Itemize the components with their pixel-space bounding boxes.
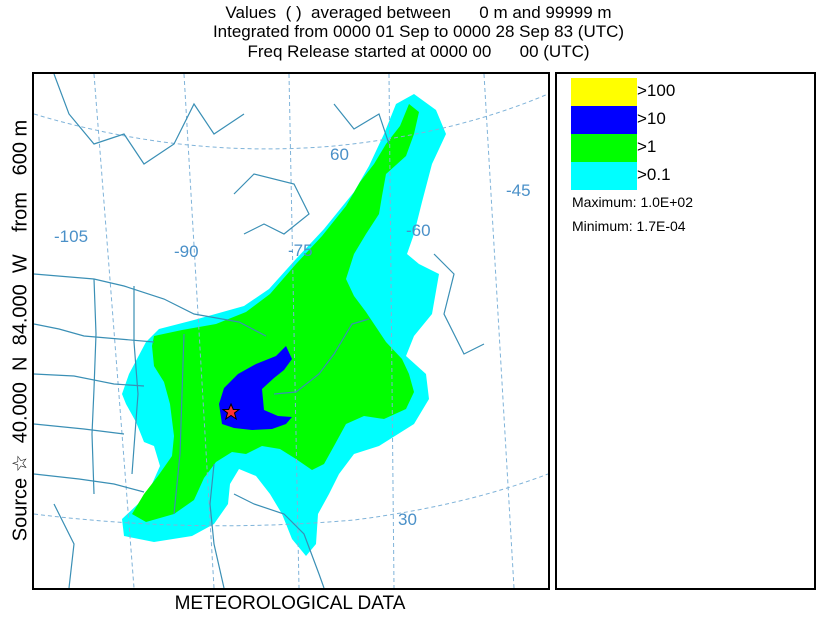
grid-label-105: -105	[54, 227, 88, 246]
source-location-label: Source ☆ 40.000 N 84.000 W from 600 m	[9, 119, 32, 542]
legend-swatch-green	[571, 134, 637, 162]
title-line-release: Freq Release started at 0000 00 00 (UTC)	[247, 42, 590, 61]
footer-label: METEOROLOGICAL DATA	[174, 593, 406, 614]
grid-label-75: -75	[288, 241, 313, 260]
legend-minimum: Minimum: 1.7E-04	[572, 218, 686, 234]
legend-swatch-yellow	[571, 78, 637, 106]
grid-label-60-lat: 60	[330, 145, 349, 164]
grid-label-60-lon: -60	[406, 221, 431, 240]
grid-label-90: -90	[174, 242, 199, 261]
legend-label-1: >1	[637, 137, 657, 156]
legend-swatch-blue	[571, 106, 637, 134]
legend-label-10: >10	[637, 109, 666, 128]
political-boundaries	[34, 74, 485, 588]
star-icon	[221, 402, 241, 421]
legend-label-100: >100	[637, 81, 676, 100]
map-panel: -105 -90 -75 -60 -45 60 30	[32, 72, 550, 590]
legend-panel: >100 >10 >1 >0.1 Maximum: 1.0E+02 Minimu…	[555, 72, 816, 590]
title-line-integrated: Integrated from 0000 01 Sep to 0000 28 S…	[212, 22, 625, 41]
legend-label-0.1: >0.1	[637, 165, 671, 184]
title-line-values: Values ( ) averaged between 0 m and 9999…	[225, 3, 612, 22]
legend-swatch-cyan	[571, 162, 637, 190]
grid-label-30: 30	[398, 510, 417, 529]
grid-label-45: -45	[506, 181, 531, 200]
graticule	[34, 74, 548, 588]
map-canvas: -105 -90 -75 -60 -45 60 30	[34, 74, 548, 588]
legend-maximum: Maximum: 1.0E+02	[572, 194, 693, 210]
